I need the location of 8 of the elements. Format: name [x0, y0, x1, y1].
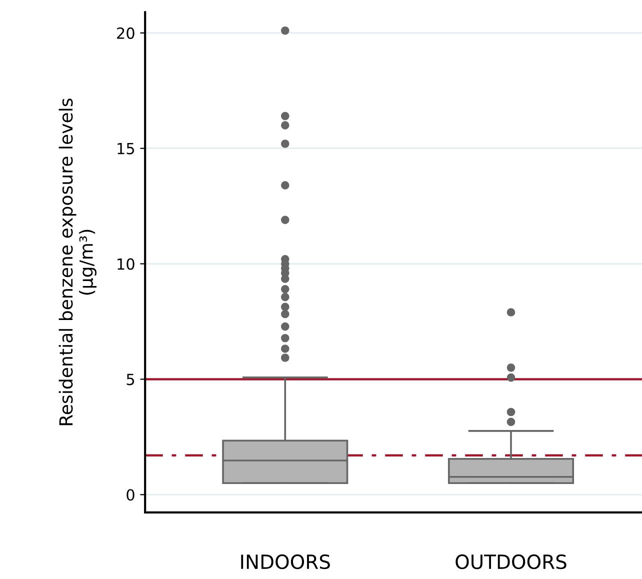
y-tick-label: 5: [126, 374, 134, 386]
y-tick-label: 15: [118, 143, 134, 154]
y-axis-title: Residential benzene exposure levels (µg/m³): [58, 98, 96, 426]
x-tick-label: INDOORS: [241, 554, 330, 570]
y-tick-label: 10: [118, 258, 134, 270]
x-tick-label: OUTDOORS: [456, 554, 566, 570]
y-tick-label: 20: [117, 27, 134, 39]
y-tick-label: 0: [126, 489, 134, 501]
